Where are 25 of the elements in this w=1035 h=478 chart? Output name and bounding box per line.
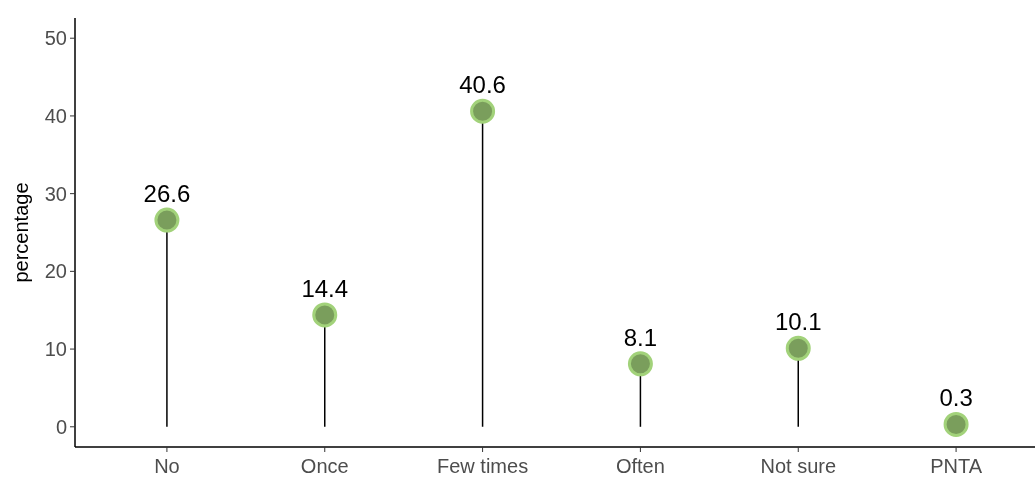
y-tick-label: 30 — [44, 182, 67, 205]
data-label: 0.3 — [939, 384, 973, 412]
data-label: 10.1 — [774, 308, 822, 336]
point — [785, 335, 811, 361]
y-tick-label: 20 — [44, 260, 67, 283]
x-tick-label: Often — [615, 455, 665, 477]
x-tick-label: Once — [300, 455, 349, 477]
point — [470, 98, 496, 124]
point — [627, 351, 653, 377]
data-label: 14.4 — [301, 274, 349, 302]
x-tick-label: PNTA — [930, 455, 983, 477]
point — [154, 207, 180, 233]
point — [312, 302, 338, 328]
y-tick-label: 50 — [44, 27, 67, 50]
x-tick-label: No — [154, 455, 180, 477]
data-label: 40.6 — [459, 71, 506, 99]
y-tick-label: 0 — [55, 415, 67, 438]
y-axis-title: percentage — [10, 182, 32, 283]
point — [943, 411, 969, 437]
y-tick-label: 40 — [44, 104, 67, 127]
x-tick-label: Few times — [437, 455, 529, 477]
y-tick-label: 10 — [44, 338, 67, 361]
x-tick-label: Not sure — [760, 455, 837, 477]
data-label: 26.6 — [143, 180, 191, 208]
data-label: 8.1 — [623, 323, 658, 351]
